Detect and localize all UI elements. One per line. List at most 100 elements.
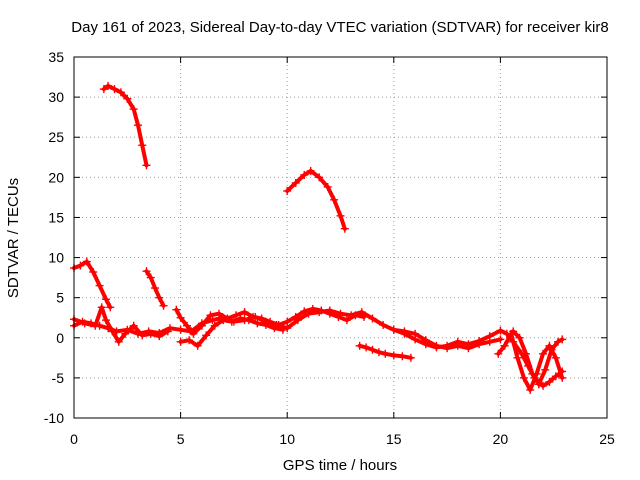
data-point: [138, 141, 147, 150]
data-point: [541, 365, 550, 374]
data-point: [521, 349, 530, 358]
data-point: [308, 304, 317, 313]
data-point: [336, 211, 345, 220]
data-point: [112, 327, 121, 336]
data-point: [172, 305, 181, 314]
x-tick-label: 0: [70, 431, 78, 447]
data-point: [398, 352, 407, 361]
data-point: [202, 331, 211, 340]
data-point: [368, 345, 377, 354]
data-point: [253, 319, 262, 328]
data-point: [558, 335, 567, 344]
data-point: [283, 186, 292, 195]
data-point: [300, 170, 309, 179]
data-point: [270, 324, 279, 333]
data-point: [400, 329, 409, 338]
plot-frame: [73, 56, 608, 419]
data-point: [509, 327, 518, 336]
data-point: [82, 257, 91, 266]
y-tick-label: 30: [48, 89, 64, 105]
data-point: [443, 341, 452, 350]
data-point: [526, 385, 535, 394]
x-tick-label: 15: [386, 431, 402, 447]
data-point: [110, 85, 119, 94]
data-point: [453, 337, 462, 346]
data-point: [257, 314, 266, 323]
data-point: [475, 336, 484, 345]
data-point: [485, 332, 494, 341]
data-point: [513, 353, 522, 362]
data-point: [210, 321, 219, 330]
data-point: [176, 337, 185, 346]
data-point: [342, 316, 351, 325]
data-point: [227, 317, 236, 326]
y-tick-label: 5: [56, 290, 64, 306]
data-point: [123, 325, 132, 334]
data-point: [151, 284, 160, 293]
data-point: [219, 316, 228, 325]
data-point: [500, 341, 509, 350]
data-point: [496, 326, 505, 335]
data-point: [133, 329, 142, 338]
data-point: [315, 173, 324, 182]
data-point: [334, 312, 343, 321]
chart-title: Day 161 of 2023, Sidereal Day-to-day VTE…: [71, 19, 608, 36]
data-point: [185, 336, 194, 345]
data-point: [421, 340, 430, 349]
data-point: [89, 267, 98, 276]
data-point: [189, 329, 198, 338]
data-point: [551, 353, 560, 362]
data-point: [144, 327, 153, 336]
data-point: [300, 307, 309, 316]
x-tick-label: 5: [177, 431, 185, 447]
data-point: [553, 337, 562, 346]
data-point: [496, 335, 505, 344]
data-point: [123, 94, 132, 103]
data-point: [142, 161, 151, 170]
x-axis-title: GPS time / hours: [283, 457, 397, 474]
data-point: [515, 333, 524, 342]
y-tick-label: -10: [44, 410, 64, 426]
data-point: [551, 372, 560, 381]
data-point: [182, 321, 191, 330]
series-arc3: [72, 259, 113, 310]
data-point: [432, 343, 441, 352]
data-point: [208, 316, 217, 325]
data-point: [95, 321, 104, 330]
data-point: [528, 369, 537, 378]
data-point: [104, 324, 113, 333]
data-point: [159, 301, 168, 310]
x-tick-label: 20: [493, 431, 509, 447]
data-point: [129, 105, 138, 114]
data-point: [155, 293, 164, 302]
data-point: [547, 345, 556, 354]
data-point: [146, 273, 155, 282]
data-point: [176, 325, 185, 334]
data-point: [142, 267, 151, 276]
data-point: [406, 353, 415, 362]
data-point: [381, 349, 390, 358]
y-tick-label: 20: [48, 169, 64, 185]
y-tick-label: 0: [56, 330, 64, 346]
data-point: [558, 373, 567, 382]
y-tick-label: 15: [48, 209, 64, 225]
data-point: [545, 377, 554, 386]
y-axis-title: SDTVAR / TECUs: [5, 178, 22, 298]
data-point: [193, 341, 202, 350]
data-point: [368, 314, 377, 323]
data-point: [534, 380, 543, 389]
data-point: [76, 261, 85, 270]
data-point: [176, 313, 185, 322]
data-point: [116, 88, 125, 97]
data-point: [374, 348, 383, 357]
data-point: [97, 303, 106, 312]
data-point: [165, 324, 174, 333]
data-point: [278, 325, 287, 334]
data-point: [379, 320, 388, 329]
data-point: [214, 309, 223, 318]
y-tick-label: -5: [52, 370, 65, 386]
data-point: [106, 303, 115, 312]
data-point: [283, 317, 292, 326]
data-point: [389, 325, 398, 334]
